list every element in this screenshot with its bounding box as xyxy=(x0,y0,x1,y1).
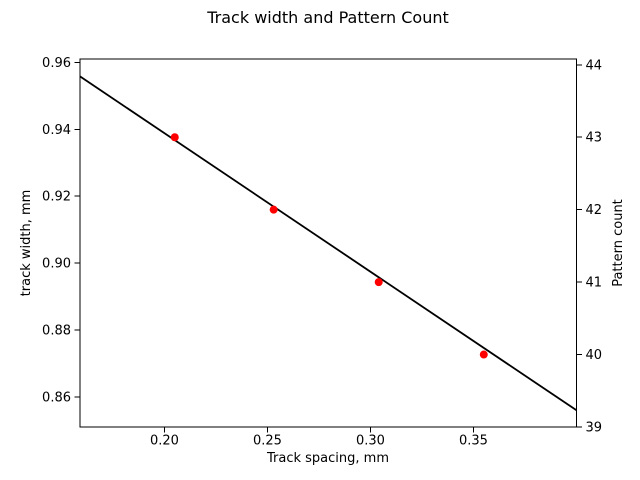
x-tick-label: 0.20 xyxy=(150,434,179,449)
x-tick-label: 0.25 xyxy=(253,434,282,449)
x-axis-label: Track spacing, mm xyxy=(266,451,389,466)
y-left-tick-label: 0.96 xyxy=(42,56,71,71)
y-right-tick-label: 43 xyxy=(586,131,603,146)
y-right-tick-label: 40 xyxy=(586,348,603,363)
pattern-count-points-marker xyxy=(170,133,179,142)
y-left-tick-label: 0.94 xyxy=(42,123,71,138)
y-left-tick-label: 0.92 xyxy=(42,190,71,205)
y-right-tick-label: 42 xyxy=(586,203,603,218)
plot-border xyxy=(79,58,577,428)
y-axis-label-right: Pattern count xyxy=(611,199,626,287)
pattern-count-points-marker xyxy=(374,278,383,287)
x-tick-label: 0.35 xyxy=(459,434,488,449)
chart-title: Track width and Pattern Count xyxy=(206,8,449,27)
y-right-tick-label: 44 xyxy=(586,58,603,73)
y-left-tick-label: 0.86 xyxy=(42,390,71,405)
y-right-tick-label: 39 xyxy=(586,421,603,436)
y-right-tick-label: 41 xyxy=(586,276,603,291)
y-left-tick-label: 0.90 xyxy=(42,257,71,272)
track-width-fit-line xyxy=(79,75,578,412)
x-tick-label: 0.30 xyxy=(356,434,385,449)
y-axis-label-left: track width, mm xyxy=(19,190,34,297)
y-left-tick-label: 0.88 xyxy=(42,323,71,338)
plot-area: 0.20 0.25 0.30 0.35 0.86 0.88 0.90 0.92 0.94 0.96… xyxy=(42,56,602,449)
pattern-count-points-marker xyxy=(479,350,488,359)
pattern-count-points-marker xyxy=(269,205,278,214)
